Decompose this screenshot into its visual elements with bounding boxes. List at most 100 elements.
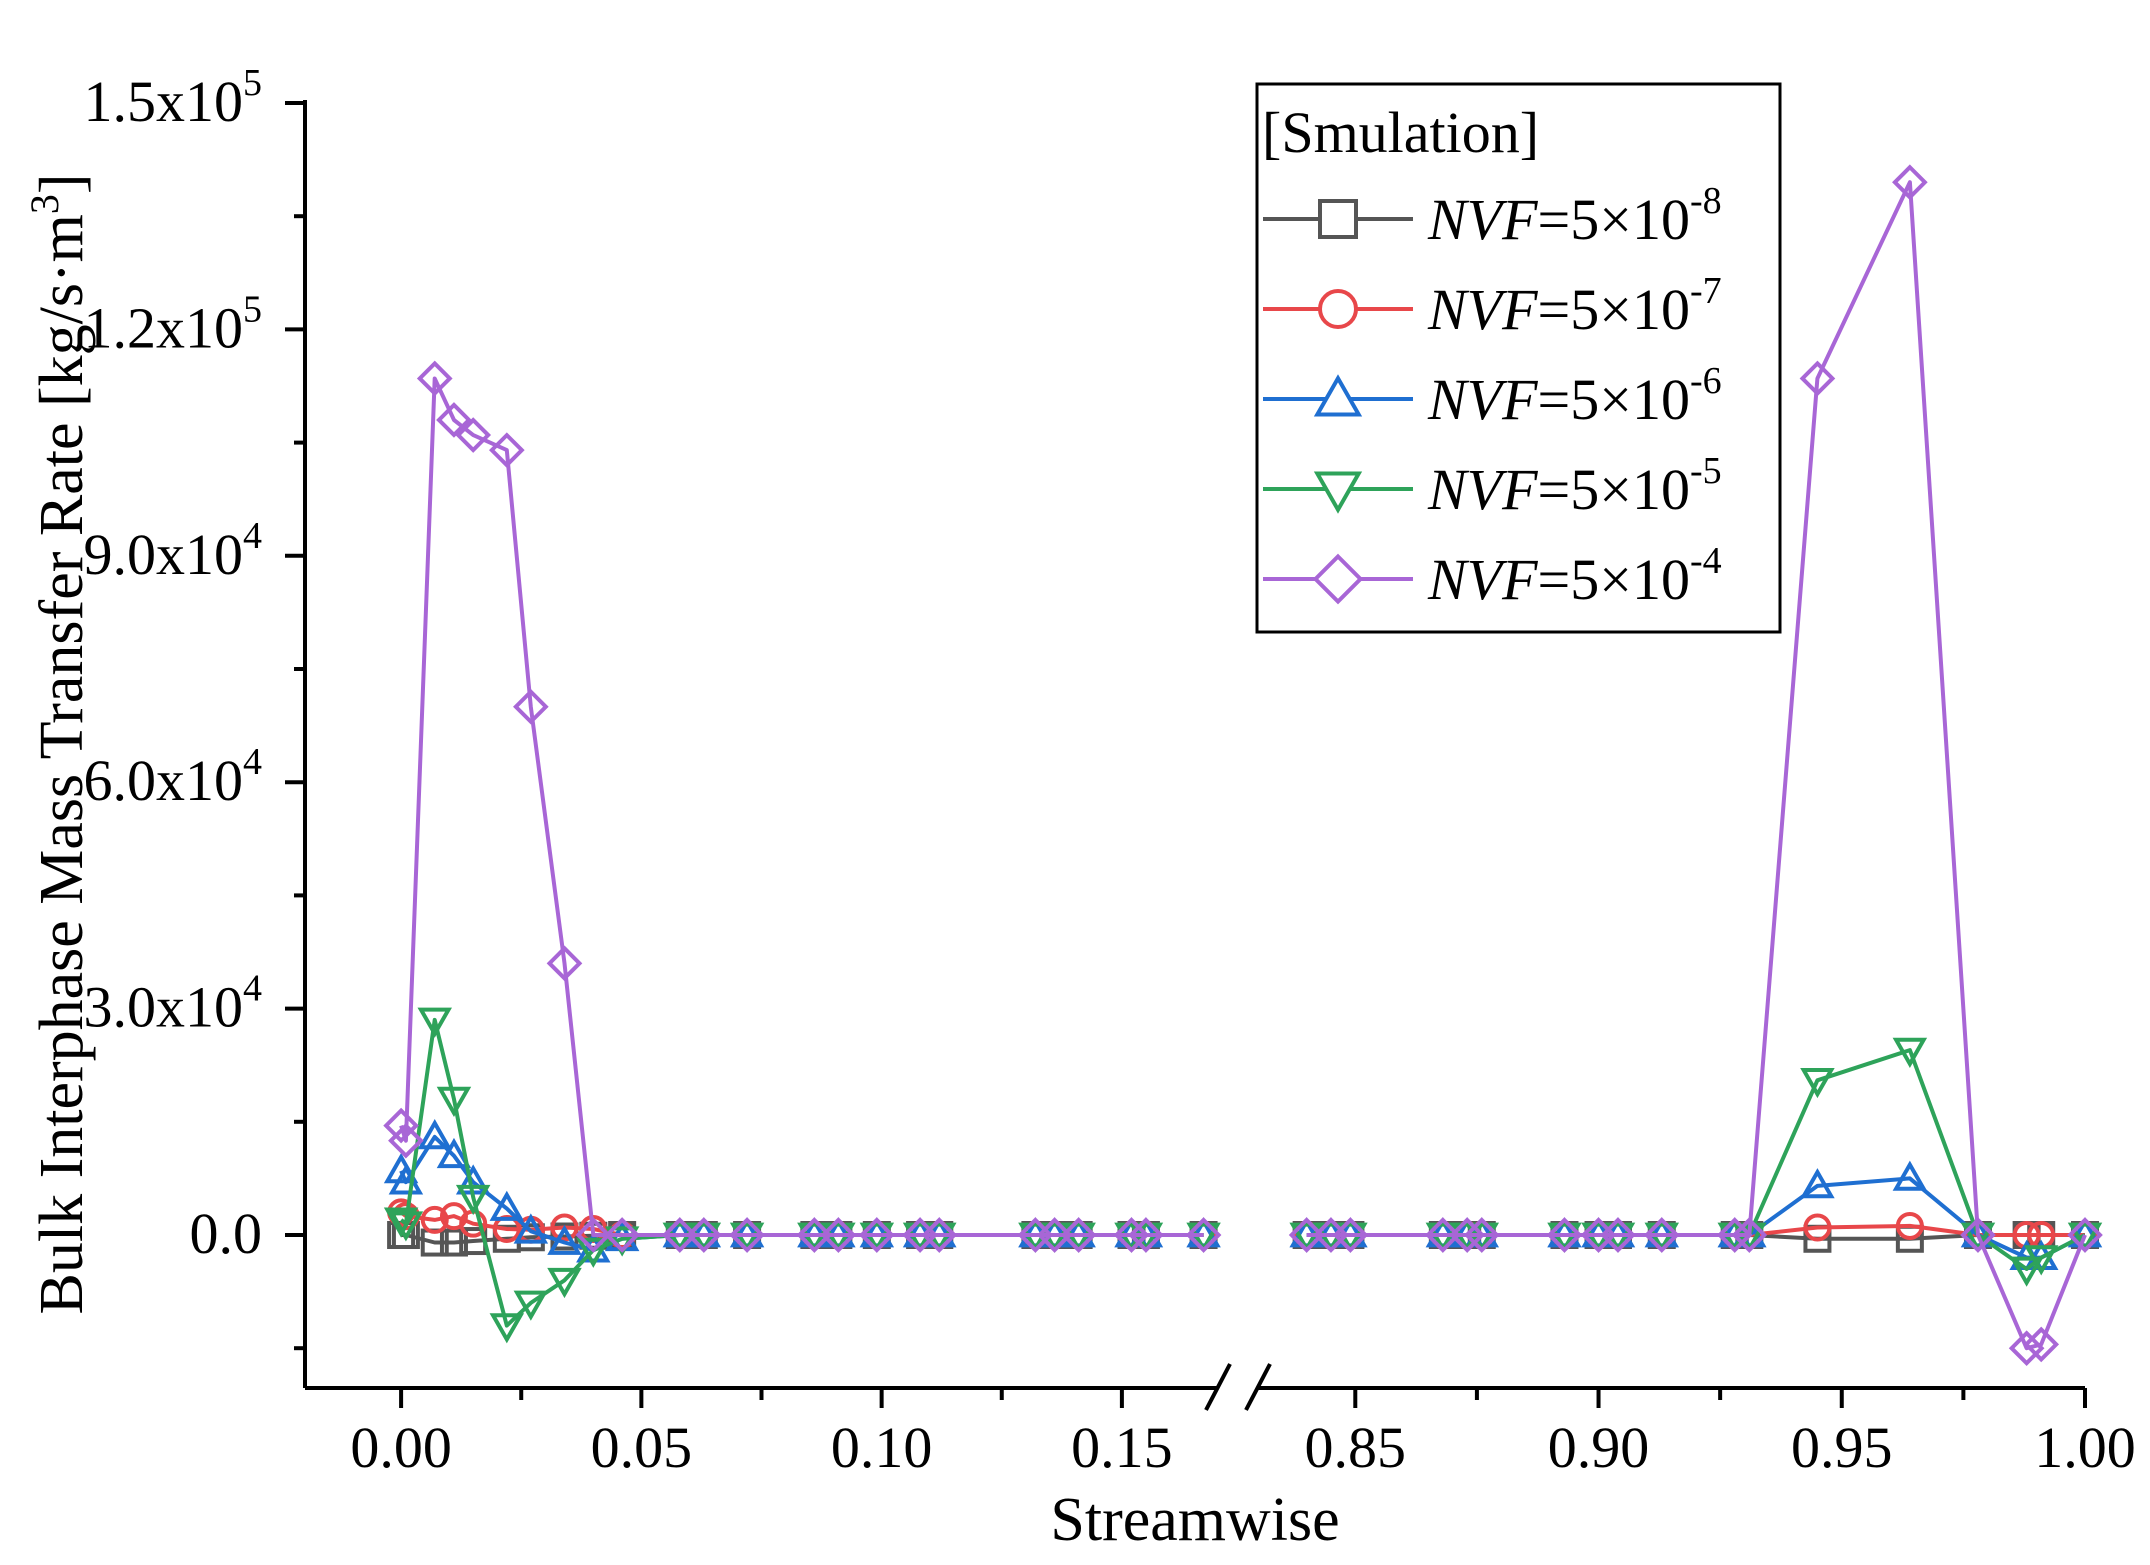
- legend-marker: [1318, 199, 1358, 239]
- data-point: [513, 688, 549, 725]
- data-point: [547, 1224, 582, 1255]
- series-layer: [383, 164, 2103, 1367]
- data-point: [1546, 1217, 1583, 1253]
- y-tick-label: 1.5x105: [84, 62, 263, 134]
- data-point: [796, 1217, 833, 1253]
- legend-entry: NVF=5×10-7: [1263, 270, 1722, 342]
- legend-label: NVF=5×10-4: [1427, 540, 1722, 612]
- data-point: [388, 1122, 424, 1159]
- data-point: [1128, 1217, 1164, 1253]
- data-point: [436, 402, 472, 438]
- legend-entry: NVF=5×10-4: [1263, 540, 1722, 612]
- series-line: [399, 1017, 1204, 1328]
- data-point: [420, 1205, 449, 1234]
- data-point: [1800, 1168, 1835, 1199]
- y-tick-label: 6.0x104: [84, 741, 263, 813]
- data-point: [1960, 1217, 1996, 1253]
- x-ticks: 0.00 0.05 0.10 0.15 0.85 0.90 0.95 1.00: [350, 1388, 2136, 1480]
- data-point: [1800, 1067, 1835, 1099]
- legend-entry: NVF=5×10-5: [1263, 450, 1722, 522]
- data-point: [550, 1213, 579, 1242]
- axis-break-marker: [1204, 1363, 1272, 1411]
- x-tick-label: 0.00: [350, 1415, 452, 1480]
- data-point: [1892, 1160, 1928, 1191]
- legend-items: NVF=5×10-8 NVF=5×10-7 NVF=5×10-6 NVF=5×10-5…: [1263, 180, 1722, 612]
- data-point: [436, 1086, 472, 1117]
- data-point: [1803, 1213, 1832, 1242]
- data-point: [546, 945, 583, 982]
- data-point: [1036, 1217, 1073, 1253]
- x-tick-label: 0.95: [1791, 1415, 1893, 1480]
- x-tick-label: 0.10: [831, 1415, 933, 1480]
- x-axis-title: Streamwise: [1050, 1486, 1339, 1554]
- data-point: [1288, 1217, 1325, 1253]
- data-point: [1600, 1217, 1636, 1253]
- data-point: [488, 432, 525, 468]
- y-axis-title: Bulk Interphase Mass Transfer Rate [kg/s…: [22, 173, 96, 1314]
- x-tick-label: 0.15: [1071, 1415, 1173, 1480]
- data-point: [489, 1190, 525, 1221]
- legend-marker: [1313, 471, 1363, 514]
- data-point: [417, 1007, 452, 1038]
- data-point: [388, 1211, 424, 1242]
- y-tick-label: 1.2x105: [84, 288, 263, 360]
- data-point: [1892, 1037, 1928, 1068]
- data-point: [383, 1207, 419, 1238]
- legend-marker: [1313, 374, 1363, 417]
- data-point: [1799, 360, 1836, 397]
- series--6: [383, 1119, 2103, 1270]
- data-point: [921, 1217, 958, 1253]
- data-point: [1185, 1217, 1222, 1253]
- x-tick-label: 1.00: [2034, 1415, 2136, 1480]
- series-line: [399, 376, 1204, 1237]
- legend-label: NVF=5×10-5: [1427, 450, 1722, 522]
- data-point: [576, 1237, 611, 1268]
- data-point: [513, 1213, 549, 1244]
- data-point: [1463, 1217, 1500, 1253]
- legend-entry: NVF=5×10-8: [1263, 180, 1722, 252]
- y-ticks: 0.0 3.0x104 6.0x104 9.0x104 1.2x105 1.5x105: [84, 62, 305, 1351]
- data-point: [1716, 1217, 1753, 1253]
- data-point: [2023, 1326, 2060, 1363]
- y-tick-label: 9.0x104: [84, 515, 263, 587]
- legend-title: [Smulation]: [1262, 100, 1539, 165]
- data-point: [436, 1137, 472, 1169]
- data-point: [1643, 1217, 1680, 1253]
- data-point: [439, 1228, 468, 1257]
- data-point: [1731, 1217, 1768, 1253]
- data-point: [1895, 1211, 1924, 1240]
- series--4: [383, 164, 2103, 1367]
- data-point: [383, 1107, 419, 1144]
- data-point: [1113, 1217, 1150, 1253]
- data-point: [686, 1217, 722, 1253]
- data-point: [455, 417, 492, 453]
- data-point: [1425, 1217, 1461, 1253]
- legend-marker: [1318, 289, 1358, 329]
- data-point: [1892, 164, 1928, 201]
- data-point: [547, 1267, 582, 1299]
- data-point: [2067, 1222, 2103, 1253]
- data-point: [489, 1313, 525, 1344]
- data-point: [455, 1184, 491, 1216]
- y-tick-label: 0.0: [190, 1201, 263, 1266]
- legend-label: NVF=5×10-6: [1427, 360, 1722, 432]
- data-point: [2067, 1217, 2103, 1253]
- data-point: [661, 1217, 698, 1253]
- legend: [Smulation] NVF=5×10-8NVF=5×10-7NVF=5×10…: [1255, 82, 1782, 634]
- data-point: [416, 360, 453, 397]
- data-point: [513, 1290, 549, 1321]
- data-point: [1332, 1217, 1369, 1253]
- x-tick-label: 0.85: [1305, 1415, 1407, 1480]
- y-tick-label: 3.0x104: [84, 968, 263, 1040]
- data-point: [417, 1119, 452, 1150]
- x-tick-label: 0.90: [1548, 1415, 1650, 1480]
- data-point: [729, 1217, 765, 1253]
- data-point: [2008, 1330, 2045, 1367]
- legend-label: NVF=5×10-8: [1427, 180, 1722, 252]
- data-point: [1060, 1217, 1097, 1253]
- data-point: [2023, 1245, 2059, 1276]
- data-point: [2009, 1256, 2044, 1287]
- data-point: [820, 1217, 857, 1253]
- legend-box: [1255, 82, 1782, 634]
